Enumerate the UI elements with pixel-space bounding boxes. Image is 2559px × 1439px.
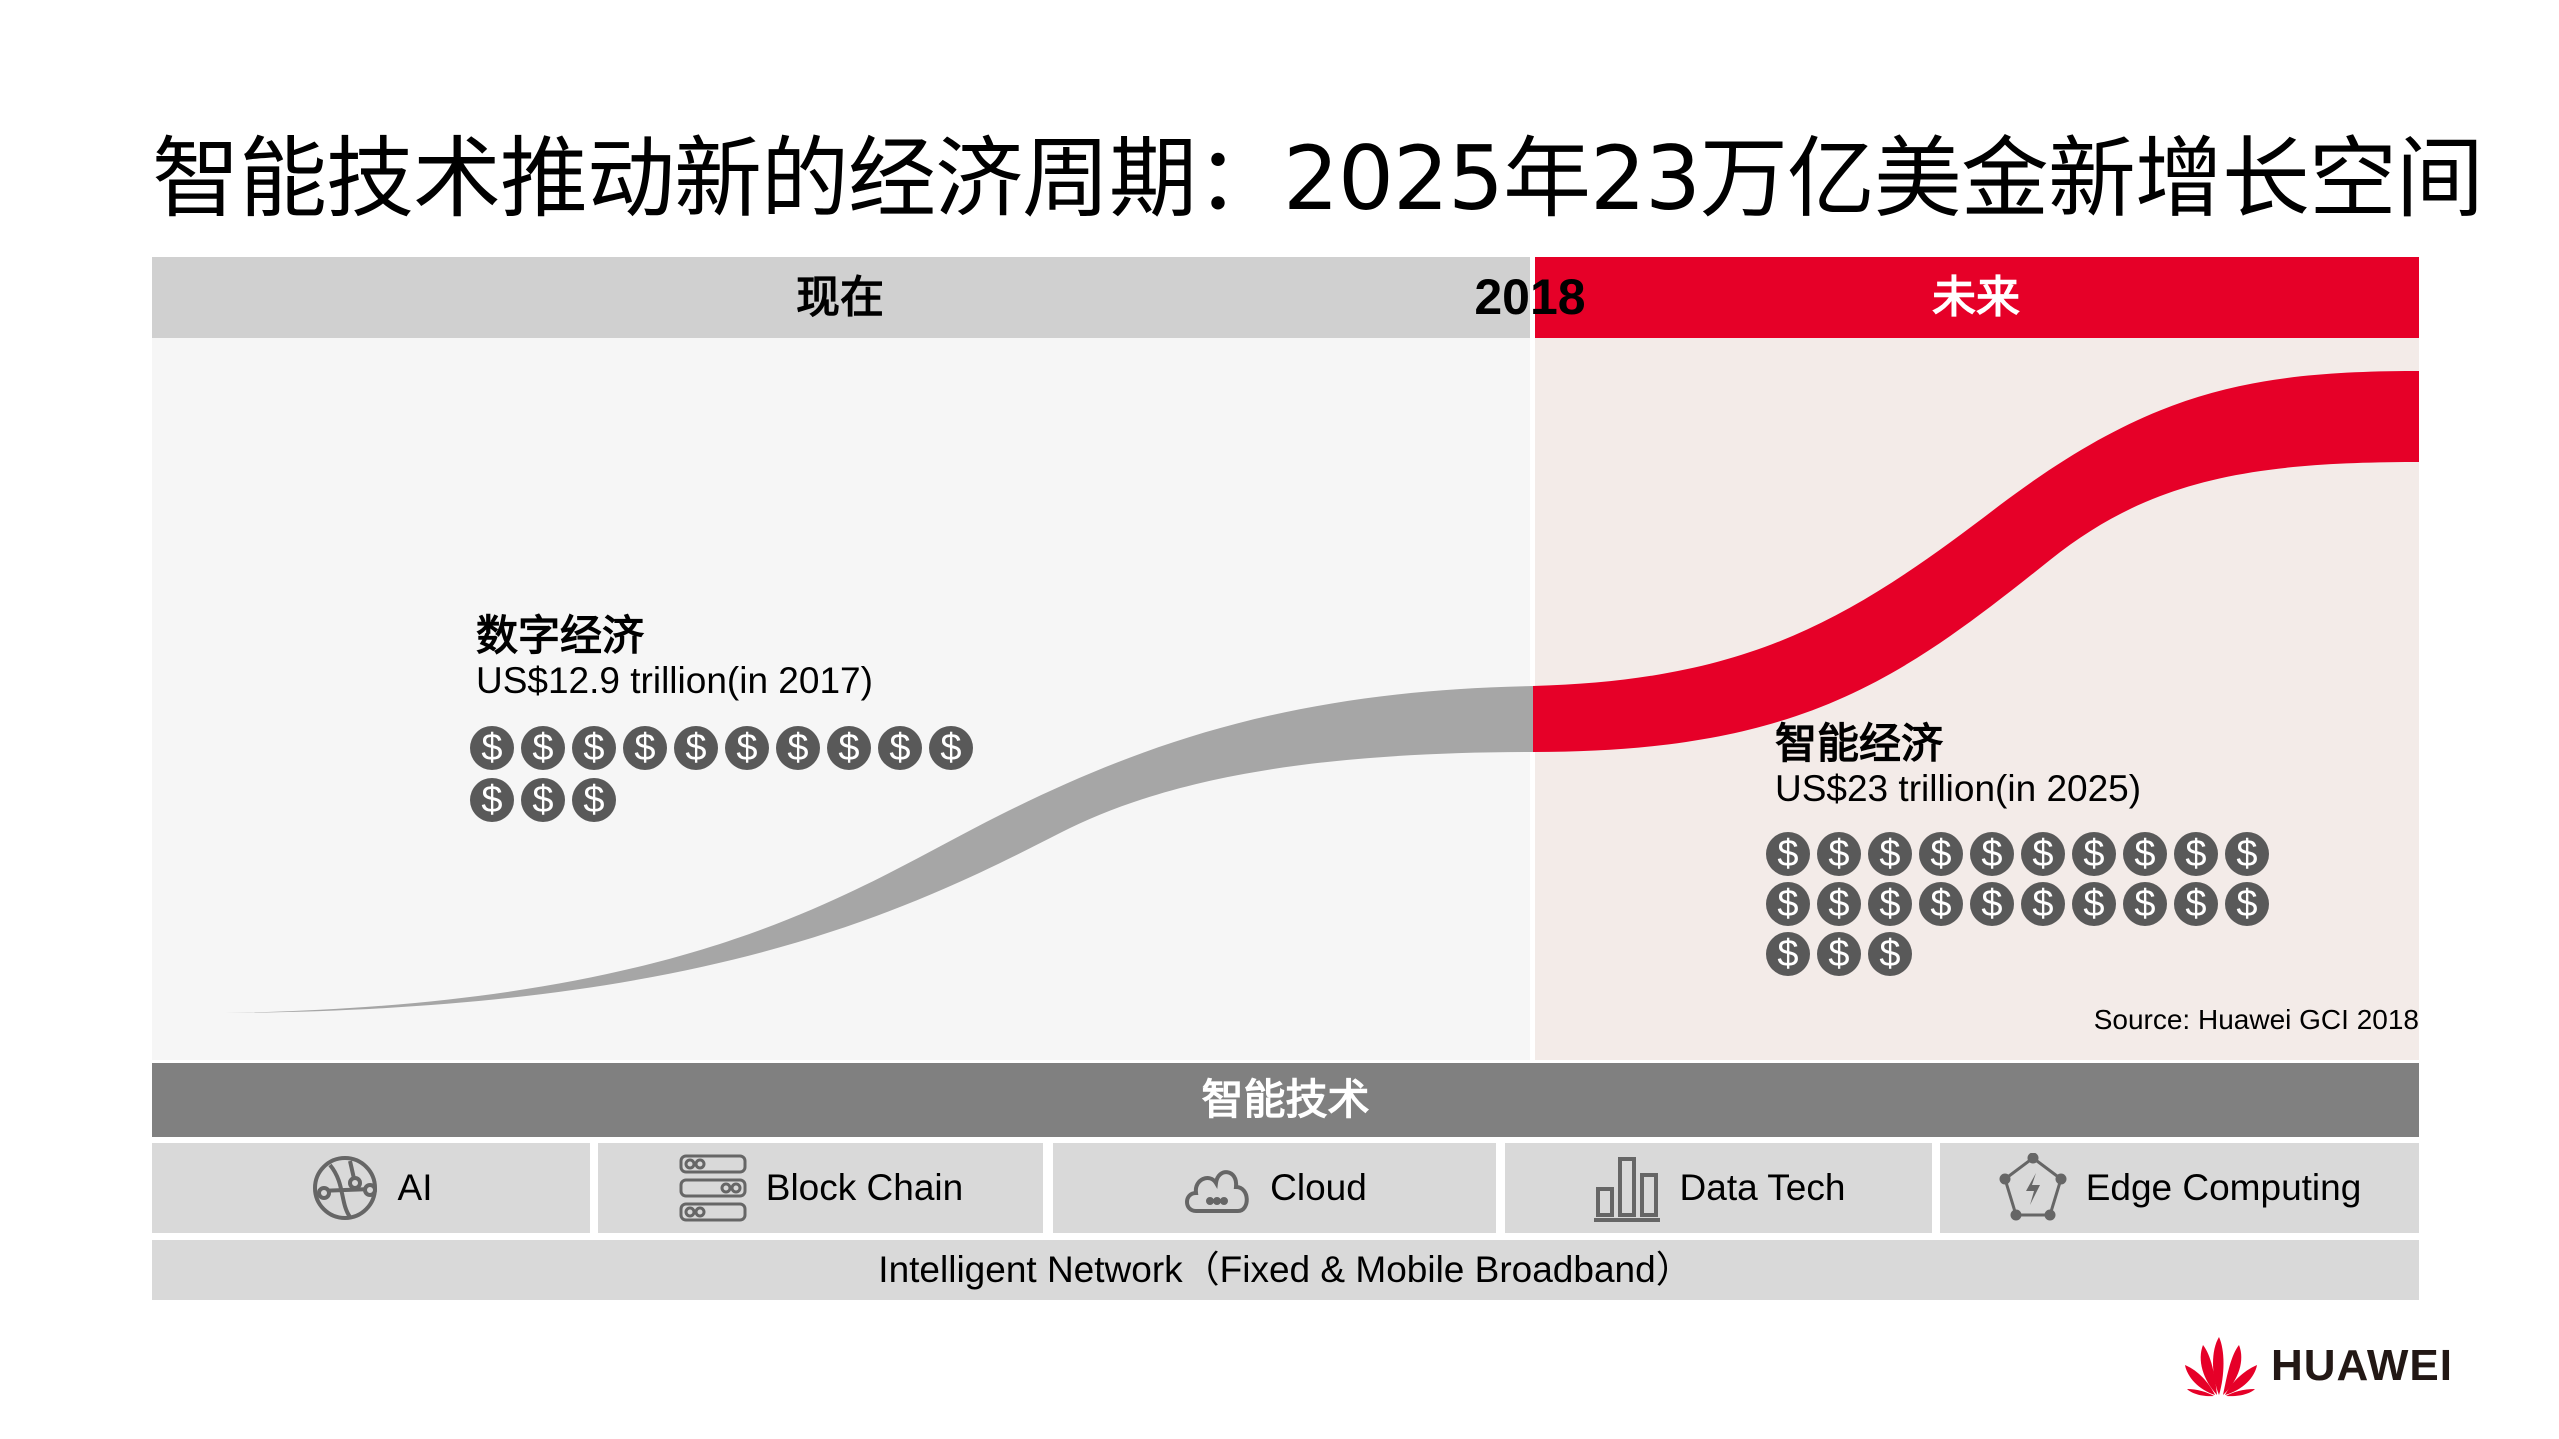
dollar-coin-icon: $: [1970, 832, 2014, 876]
dollar-coin-icon: $: [2021, 882, 2065, 926]
tech-label: Data Tech: [1679, 1167, 1846, 1208]
timeline-future-header: [1535, 257, 2419, 338]
dollar-coin-icon: $: [2123, 882, 2167, 926]
tech-label: Block Chain: [765, 1167, 964, 1208]
digital-economy-curve: [225, 686, 1535, 1013]
dollar-coin-icon: $: [521, 726, 565, 770]
dollar-coin-icon: $: [2225, 832, 2269, 876]
intelligent-economy-curve: [1533, 371, 2419, 752]
tech-tile-block-chain: Block Chain: [598, 1143, 1043, 1233]
dollar-coin-icon: $: [1766, 832, 1810, 876]
dollar-coin-icon: $: [470, 726, 514, 770]
dollar-coin-icon: $: [776, 726, 820, 770]
tech-tile-data-tech: Data Tech: [1505, 1143, 1932, 1233]
tech-tile-ai: AI: [152, 1143, 590, 1233]
dollar-coin-icon: $: [725, 726, 769, 770]
tech-tile-edge-computing: Edge Computing: [1940, 1143, 2419, 1233]
dollar-coin-icon: $: [827, 726, 871, 770]
tech-bar: 智能技术: [152, 1063, 2419, 1137]
digital-economy-title: 数字经济: [476, 611, 645, 660]
digital-economy-value: US$12.9 trillion(in 2017): [476, 660, 873, 701]
dollar-coin-icon: $: [2021, 832, 2065, 876]
dollar-coin-icon: $: [1919, 882, 1963, 926]
dollar-coin-icon: $: [2072, 832, 2116, 876]
intelligent-network-bar: Intelligent Network（Fixed & Mobile Broad…: [152, 1240, 2419, 1300]
dollar-coin-icon: $: [2174, 882, 2218, 926]
dollar-coin-icon: $: [1766, 932, 1810, 976]
dollar-coin-icon: $: [878, 726, 922, 770]
dollar-coin-icon: $: [2225, 882, 2269, 926]
present-panel: [152, 338, 1530, 1060]
huawei-logo-text: HUAWEI: [2271, 1341, 2453, 1390]
dollar-coin-icon: $: [1868, 932, 1912, 976]
intelligent-economy-title: 智能经济: [1775, 719, 1944, 768]
source-note: Source: Huawei GCI 2018: [2093, 1004, 2419, 1035]
dollar-coin-icon: $: [674, 726, 718, 770]
blockchain-icon: [679, 1154, 747, 1222]
dollar-coin-icon: $: [1817, 932, 1861, 976]
page-title: 智能技术推动新的经济周期：2025年23万亿美金新增长空间: [152, 127, 2484, 230]
huawei-flower-icon: [2185, 1337, 2257, 1397]
dollar-coin-icon: $: [1868, 882, 1912, 926]
tech-label: Cloud: [1270, 1167, 1367, 1208]
dollar-coin-icon: $: [1766, 882, 1810, 926]
dollar-coin-icon: $: [470, 778, 514, 822]
dollar-coin-icon: $: [2123, 832, 2167, 876]
dollar-coin-icon: $: [521, 778, 565, 822]
dollar-coin-icon: $: [2174, 832, 2218, 876]
dollar-coin-icon: $: [572, 726, 616, 770]
dollar-coin-icon: $: [1919, 832, 1963, 876]
dollar-coin-icon: $: [572, 778, 616, 822]
intelligent-economy-value: US$23 trillion(in 2025): [1775, 768, 2142, 809]
now-label: 现在: [796, 272, 884, 323]
dollar-coin-icon: $: [1817, 882, 1861, 926]
ai-globe-icon: [312, 1156, 377, 1220]
dollar-coin-icon: $: [623, 726, 667, 770]
dollar-coin-icon: $: [2072, 882, 2116, 926]
tech-label: AI: [397, 1167, 433, 1208]
tech-tile-cloud: Cloud: [1053, 1143, 1496, 1233]
dollar-coin-icon: $: [1817, 832, 1861, 876]
intelligent-economy-coins: $ $ $ $ $ $ $ $ $ $ $ $ $ $ $ $ $ $ $ $ $ $ $: [1766, 832, 2276, 976]
dollar-coin-icon: $: [1868, 832, 1912, 876]
year-label: 2018: [1474, 269, 1586, 325]
cloud-icon: [1185, 1170, 1249, 1213]
dollar-coin-icon: $: [929, 726, 973, 770]
dollar-coin-icon: $: [1970, 882, 2014, 926]
digital-economy-coins: $ $ $ $ $ $ $ $ $ $ $ $ $: [470, 726, 980, 822]
timeline-now-header: [152, 257, 1530, 338]
huawei-logo: HUAWEI: [2181, 1335, 2453, 1397]
bar-chart-icon: [1593, 1157, 1660, 1222]
edge-computing-icon: [1999, 1153, 2067, 1221]
future-label: 未来: [1932, 272, 2020, 323]
tech-label: Edge Computing: [2085, 1167, 2362, 1208]
